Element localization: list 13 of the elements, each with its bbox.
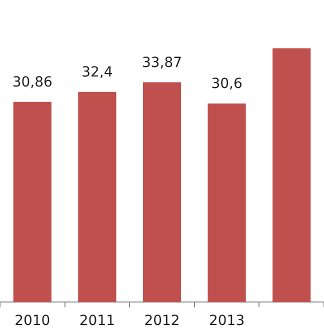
bar (272, 48, 311, 302)
x-tick-label: 2011 (79, 313, 116, 330)
x-tick-label: 2012 (144, 313, 180, 330)
bar (142, 82, 182, 302)
bar (208, 104, 246, 302)
bar (78, 92, 116, 302)
x-tick-label: 2010 (14, 313, 50, 330)
x-tick-label: 2013 (208, 313, 245, 330)
data-label: 30,6 (211, 76, 242, 92)
data-label: 30,86 (12, 74, 53, 90)
data-label: 32,4 (82, 64, 113, 80)
data-label: 33,87 (142, 54, 182, 71)
bar (13, 102, 52, 302)
